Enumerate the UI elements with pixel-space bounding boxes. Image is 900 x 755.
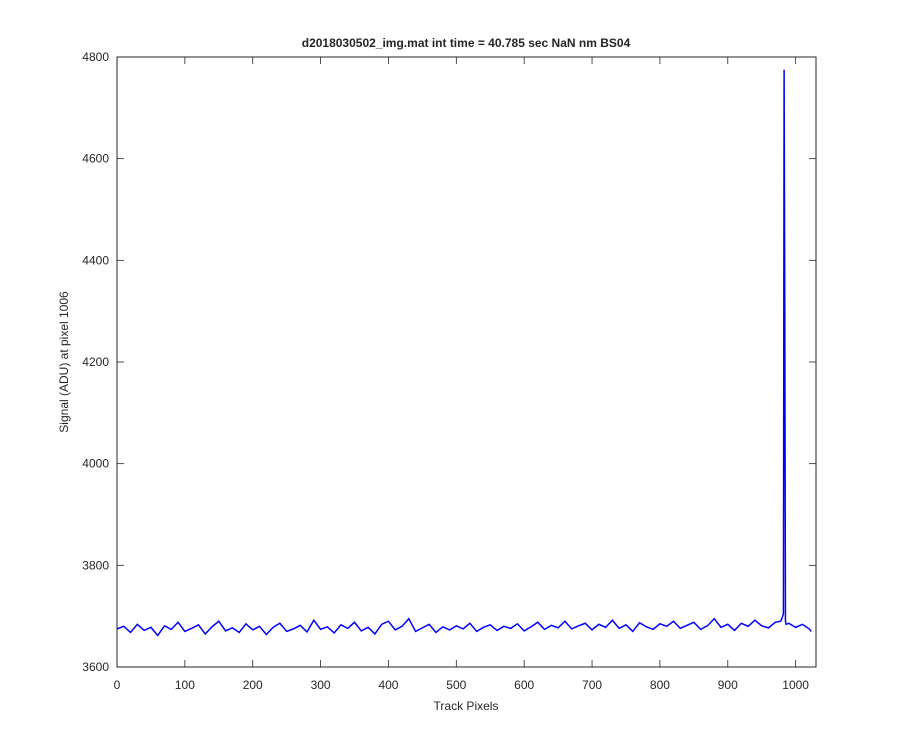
x-tick-label: 0 xyxy=(114,678,121,692)
y-tick-label: 4800 xyxy=(82,50,109,64)
x-tick-label: 700 xyxy=(582,678,602,692)
x-tick-label: 300 xyxy=(311,678,331,692)
y-tick-label: 4400 xyxy=(82,253,109,267)
plot-frame xyxy=(116,56,817,668)
y-tick-label: 3800 xyxy=(82,558,109,572)
y-tick-label: 3600 xyxy=(82,660,109,674)
x-tick-label: 1000 xyxy=(782,678,809,692)
x-tick-label: 900 xyxy=(718,678,738,692)
y-tick-label: 4000 xyxy=(82,457,109,471)
data-line xyxy=(116,69,812,637)
chart-title: d2018030502_img.mat int time = 40.785 se… xyxy=(302,36,631,50)
x-tick-label: 600 xyxy=(514,678,534,692)
x-tick-label: 800 xyxy=(650,678,670,692)
x-tick-label: 400 xyxy=(378,678,398,692)
x-tick-label: 500 xyxy=(446,678,466,692)
x-axis-label: Track Pixels xyxy=(434,699,499,713)
y-tick-label: 4200 xyxy=(82,355,109,369)
x-tick-label: 100 xyxy=(175,678,195,692)
y-tick-label: 4600 xyxy=(82,152,109,166)
y-axis-label: Signal (ADU) at pixel 1006 xyxy=(57,291,71,433)
x-tick-label: 200 xyxy=(243,678,263,692)
